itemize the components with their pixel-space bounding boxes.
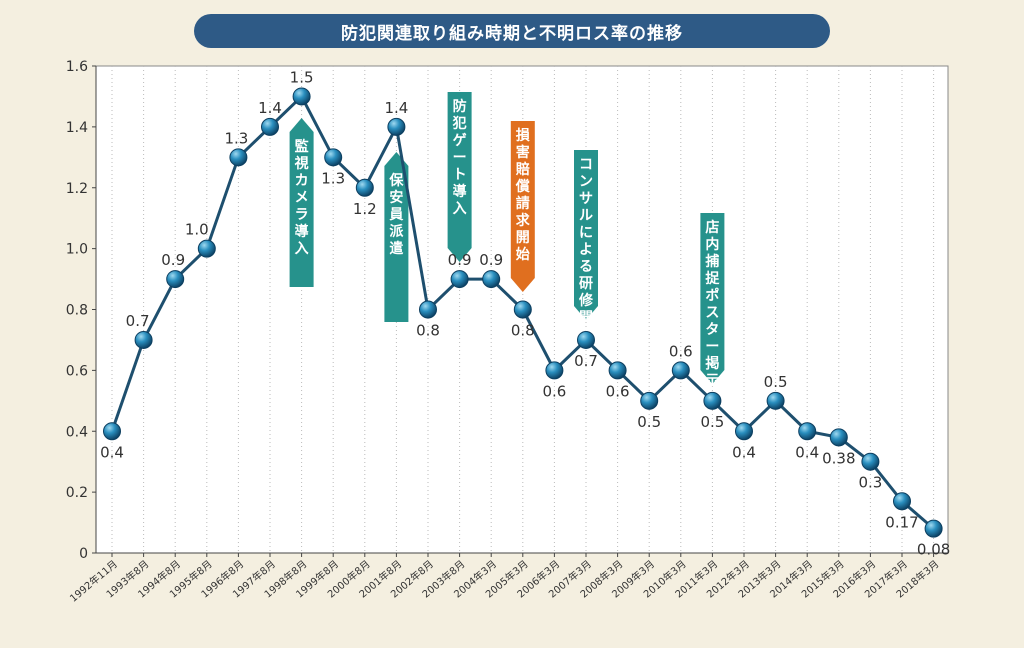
- data-point[interactable]: [640, 391, 659, 410]
- data-point[interactable]: [324, 148, 343, 167]
- data-label: 0.9: [448, 251, 472, 269]
- y-tick-label: 1.6: [66, 59, 88, 75]
- data-label: 0.08: [917, 541, 950, 559]
- annotation-arrow: [384, 152, 409, 322]
- data-label: 1.0: [185, 221, 209, 239]
- data-point[interactable]: [608, 361, 627, 380]
- data-point[interactable]: [861, 452, 880, 471]
- data-point[interactable]: [229, 148, 248, 167]
- data-label: 0.7: [126, 312, 150, 330]
- data-label: 0.5: [700, 413, 724, 431]
- data-point[interactable]: [197, 239, 216, 258]
- y-tick-label: 1.2: [66, 181, 88, 197]
- annotation-label: コンサルによる研修開始: [578, 157, 594, 343]
- y-tick-label: 0.2: [66, 485, 88, 501]
- data-label: 1.5: [290, 68, 314, 86]
- data-label: 0.9: [479, 251, 503, 269]
- annotation-label: 監視カメラ導入: [294, 138, 309, 257]
- data-point[interactable]: [450, 270, 469, 289]
- y-tick-label: 1.4: [66, 120, 88, 136]
- chart-title: 防犯関連取り組み時期と不明ロス率の推移: [194, 14, 830, 48]
- data-point[interactable]: [766, 391, 785, 410]
- data-label: 0.4: [732, 443, 756, 461]
- data-point[interactable]: [292, 87, 311, 106]
- y-tick-label: 1.0: [66, 242, 88, 258]
- data-label: 0.4: [795, 443, 819, 461]
- annotation-label: 店内捕捉ポスター掲示: [705, 219, 720, 389]
- data-label: 0.8: [416, 322, 440, 340]
- markers: [103, 87, 943, 538]
- data-point[interactable]: [513, 300, 532, 319]
- data-point[interactable]: [671, 361, 690, 380]
- data-point[interactable]: [829, 428, 848, 447]
- data-point[interactable]: [355, 178, 374, 197]
- data-label: 0.9: [161, 251, 185, 269]
- data-point[interactable]: [703, 391, 722, 410]
- data-label: 0.3: [858, 474, 882, 492]
- data-label: 1.4: [258, 99, 282, 117]
- data-point[interactable]: [419, 300, 437, 319]
- annotation-arrow: [700, 213, 725, 384]
- data-point[interactable]: [103, 422, 121, 441]
- data-label: 0.7: [574, 352, 598, 370]
- data-point[interactable]: [545, 361, 564, 380]
- data-point[interactable]: [261, 117, 279, 136]
- y-tick-label: 0.8: [66, 303, 88, 319]
- data-label: 0.5: [764, 373, 788, 391]
- data-point[interactable]: [166, 270, 185, 289]
- data-label: 0.6: [542, 382, 566, 400]
- annotation-arrow: [510, 121, 535, 292]
- data-label: 0.6: [606, 382, 630, 400]
- data-point[interactable]: [735, 422, 753, 441]
- data-point[interactable]: [577, 330, 595, 349]
- data-label: 1.3: [321, 169, 345, 187]
- data-point[interactable]: [134, 330, 153, 349]
- annotations: 監視カメラ導入 保安員派遣 防犯ゲート導入 損害賠償請求開始 コンサルによる研修開始 店内…: [289, 92, 725, 389]
- annotation-arrow: [447, 92, 472, 262]
- data-label: 0.5: [637, 413, 661, 431]
- data-point[interactable]: [387, 117, 406, 136]
- data-label: 0.38: [822, 449, 855, 467]
- annotation-label: 損害賠償請求開始: [515, 127, 531, 263]
- data-label: 1.4: [384, 99, 408, 117]
- data-label: 1.3: [224, 129, 248, 147]
- annotation-label: 保安員派遣: [388, 172, 404, 257]
- data-label: 0.8: [511, 322, 535, 340]
- data-point[interactable]: [482, 270, 501, 289]
- annotation-label: 防犯ゲート導入: [452, 98, 467, 217]
- annotation-arrow: [574, 150, 598, 320]
- y-tick-label: 0.6: [66, 363, 88, 379]
- y-tick-label: 0.4: [66, 424, 88, 440]
- annotation-arrow: [289, 118, 314, 287]
- data-point[interactable]: [893, 492, 911, 511]
- y-tick-label: 0: [79, 546, 88, 562]
- data-label: 0.4: [100, 443, 124, 461]
- data-point[interactable]: [924, 519, 943, 538]
- data-label: 0.17: [885, 513, 918, 531]
- data-label: 1.2: [353, 200, 377, 218]
- data-labels: 0.40.70.91.01.31.41.51.31.21.40.80.9 0.90…: [100, 68, 950, 558]
- data-label: 0.6: [669, 342, 693, 360]
- data-point[interactable]: [798, 422, 817, 441]
